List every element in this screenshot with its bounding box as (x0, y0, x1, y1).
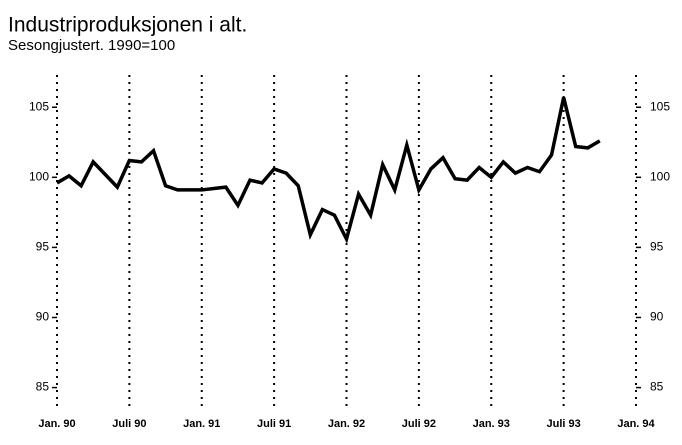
chart-title: Industriproduksjonen i alt. (8, 14, 247, 37)
y-tick-label-right: 95 (650, 240, 664, 254)
x-tick-label: Juli 90 (112, 418, 146, 430)
y-tick-label-right: 85 (650, 380, 664, 394)
x-tick-label: Juli 92 (402, 418, 436, 430)
y-tick-label-right: 105 (650, 99, 670, 113)
chart-subtitle: Sesongjustert. 1990=100 (8, 37, 175, 54)
y-tick-label: 100 (29, 169, 49, 183)
y-tick-label-right: 100 (650, 169, 670, 183)
x-tick-label: Jan. 94 (617, 418, 655, 430)
y-tick-label-right: 90 (650, 310, 664, 324)
y-tick-label: 85 (36, 380, 50, 394)
y-tick-label: 95 (36, 240, 50, 254)
x-tick-label: Jan. 91 (183, 418, 220, 430)
x-tick-label: Juli 93 (547, 418, 581, 430)
y-tick-label: 90 (36, 310, 50, 324)
x-tick-label: Jan. 92 (328, 418, 365, 430)
data-line (56, 97, 601, 244)
y-tick-label: 105 (29, 99, 49, 113)
x-tick-label: Juli 91 (257, 418, 291, 430)
x-tick-label: Jan. 90 (38, 418, 75, 430)
x-tick-label: Jan. 93 (473, 418, 510, 430)
